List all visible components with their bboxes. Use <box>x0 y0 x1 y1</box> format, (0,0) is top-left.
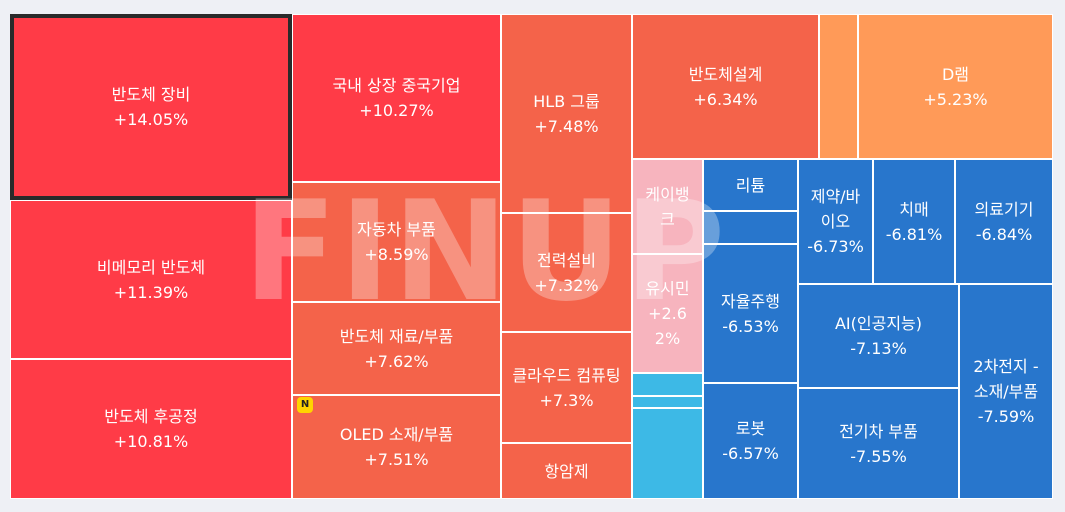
treemap-tile[interactable] <box>632 396 703 408</box>
tile-name: 전기차 부품 <box>839 421 918 441</box>
tile-name: 유시민 <box>645 279 690 298</box>
tile-name: 클라우드 컴퓨팅 <box>512 365 621 385</box>
treemap-tile[interactable]: 반도체 장비 +14.05% <box>10 14 292 200</box>
treemap-tile[interactable]: 자동차 부품 +8.59% <box>292 182 501 302</box>
tile-name: 국내 상장 중국기업 <box>332 76 461 95</box>
tile-value: +10.81% <box>113 432 189 451</box>
tile-value: +11.39% <box>113 282 189 302</box>
tile-name: OLED 소재/부품 <box>339 425 454 444</box>
tile-name: AI(인공지능) <box>834 314 923 333</box>
tile-name: 반도체 후공정 <box>104 407 198 426</box>
tile-name: 반도체설계 <box>688 64 763 84</box>
treemap-tile[interactable]: 의료기기 -6.84% <box>955 159 1053 284</box>
tile-value: +14.05% <box>113 110 189 129</box>
treemap-tile[interactable]: HLB 그룹 +7.48% <box>501 14 632 213</box>
treemap-tile[interactable]: AI(인공지능) -7.13% <box>798 284 959 388</box>
tile-value: -7.59% <box>977 407 1035 426</box>
tile-name: 반도체 장비 <box>111 85 191 104</box>
treemap-tile[interactable]: 로봇 -6.57% <box>703 383 798 499</box>
tile-value: +7.51% <box>364 450 429 469</box>
tile-value: -7.55% <box>850 446 907 466</box>
treemap-tile[interactable] <box>632 408 703 499</box>
treemap-tile[interactable]: 2차전지 - 소재/부품 -7.59% <box>959 284 1053 499</box>
treemap-tile[interactable]: 제약/바 이오 -6.73% <box>798 159 873 284</box>
tile-value: +5.23% <box>923 89 988 109</box>
tile-value: +8.59% <box>364 245 429 264</box>
tile-name: 리튬 <box>735 175 766 195</box>
tile-name: 치매 <box>899 199 929 219</box>
tile-name: 비메모리 반도체 <box>96 257 206 277</box>
treemap-tile[interactable]: 치매 -6.81% <box>873 159 955 284</box>
tile-name: 반도체 재료/부품 <box>339 326 454 346</box>
treemap-tile[interactable]: 비메모리 반도체 +11.39% <box>10 200 292 359</box>
treemap-tile[interactable]: 반도체설계 +6.34% <box>632 14 819 159</box>
treemap-tile[interactable]: 반도체 재료/부품 +7.62% <box>292 302 501 395</box>
tile-value: -7.13% <box>850 339 907 358</box>
treemap-tile[interactable]: 국내 상장 중국기업 +10.27% <box>292 14 501 182</box>
treemap-tile[interactable] <box>632 373 703 396</box>
tile-name: 케이뱅 크 <box>645 184 690 229</box>
tile-value: +6.34% <box>693 89 758 109</box>
tile-value: -6.57% <box>722 444 779 463</box>
tile-name: 의료기기 <box>974 199 1034 219</box>
tile-value: +10.27% <box>359 101 434 120</box>
tile-value: -6.84% <box>975 224 1033 244</box>
treemap-tile[interactable]: 유시민 +2.6 2% <box>632 254 703 373</box>
tile-name: HLB 그룹 <box>533 91 600 111</box>
tile-name: 2차전지 - 소재/부품 <box>973 357 1039 401</box>
tile-value: +7.3% <box>539 390 594 410</box>
treemap-tile[interactable]: 항암제 <box>501 443 632 499</box>
tile-name: 자동차 부품 <box>357 220 436 239</box>
tile-name: 전력설비 <box>537 250 596 270</box>
tile-value: +7.48% <box>534 116 599 136</box>
tile-value: +7.62% <box>364 351 429 371</box>
tile-value: +2.6 2% <box>648 304 687 348</box>
tile-name: 자율주행 <box>721 291 780 311</box>
treemap-tile[interactable] <box>703 211 798 244</box>
treemap-tile[interactable]: 클라우드 컴퓨팅 +7.3% <box>501 332 632 443</box>
tile-name: D램 <box>941 64 970 84</box>
treemap-tile[interactable]: 반도체 후공정 +10.81% <box>10 359 292 499</box>
treemap-tile[interactable]: 전기차 부품 -7.55% <box>798 388 959 499</box>
new-badge: N <box>297 397 313 413</box>
treemap-tile[interactable]: 리튬 <box>703 159 798 211</box>
treemap-tile[interactable]: 전력설비 +7.32% <box>501 213 632 332</box>
tile-name: 로봇 <box>735 419 766 438</box>
treemap-tile[interactable]: 케이뱅 크 <box>632 159 703 254</box>
treemap-tile[interactable]: 자율주행 -6.53% <box>703 244 798 383</box>
treemap-tile[interactable]: OLED 소재/부품 +7.51% <box>292 395 501 499</box>
tile-value: -6.81% <box>885 224 943 244</box>
tile-value: -6.73% <box>807 237 864 256</box>
tile-name: 제약/바 이오 <box>810 187 861 231</box>
tile-value: -6.53% <box>722 316 779 336</box>
treemap-tile[interactable] <box>819 14 858 159</box>
treemap-tile[interactable]: D램 +5.23% <box>858 14 1053 159</box>
tile-name: 항암제 <box>544 461 589 481</box>
tile-value: +7.32% <box>534 275 599 295</box>
